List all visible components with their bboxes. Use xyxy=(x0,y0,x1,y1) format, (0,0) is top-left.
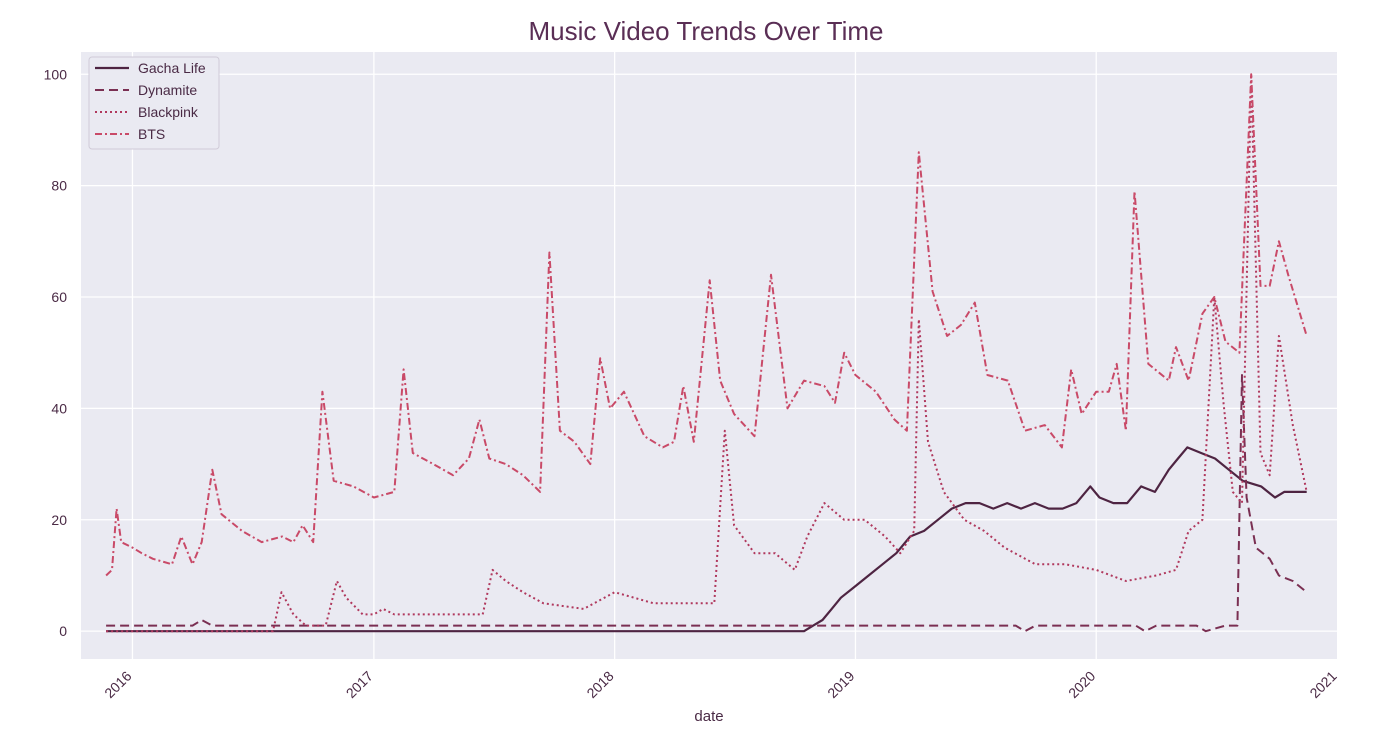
x-tick-label: 2019 xyxy=(824,668,857,701)
y-tick-label: 0 xyxy=(59,623,67,639)
y-tick-label: 80 xyxy=(51,178,67,194)
legend-label: Blackpink xyxy=(138,104,199,120)
series-line-bts xyxy=(105,73,1308,577)
series-line-gacha-life xyxy=(106,446,1307,633)
x-tick-label: 2017 xyxy=(343,668,376,701)
x-tick-label: 2016 xyxy=(101,668,134,701)
x-tick-label: 2018 xyxy=(583,668,616,701)
legend: Gacha Life Dynamite Blackpink BTS xyxy=(88,56,220,150)
chart-title: Music Video Trends Over Time xyxy=(529,16,884,46)
legend-label: Dynamite xyxy=(138,82,197,98)
y-tick-label: 60 xyxy=(51,289,67,305)
plot-area xyxy=(81,52,1337,659)
series-layer xyxy=(105,73,1308,633)
x-axis-label: date xyxy=(694,708,723,725)
y-tick-label: 20 xyxy=(51,512,67,528)
grid-layer xyxy=(81,52,1339,659)
legend-label: Gacha Life xyxy=(138,60,206,76)
legend-box xyxy=(88,56,220,150)
x-tick-label: 2020 xyxy=(1065,668,1098,701)
x-tick-label: 2021 xyxy=(1306,668,1339,701)
legend-label: BTS xyxy=(138,126,165,142)
series-line-dynamite xyxy=(106,374,1308,633)
y-tick-label: 40 xyxy=(51,400,67,416)
y-tick-label: 100 xyxy=(44,66,68,82)
